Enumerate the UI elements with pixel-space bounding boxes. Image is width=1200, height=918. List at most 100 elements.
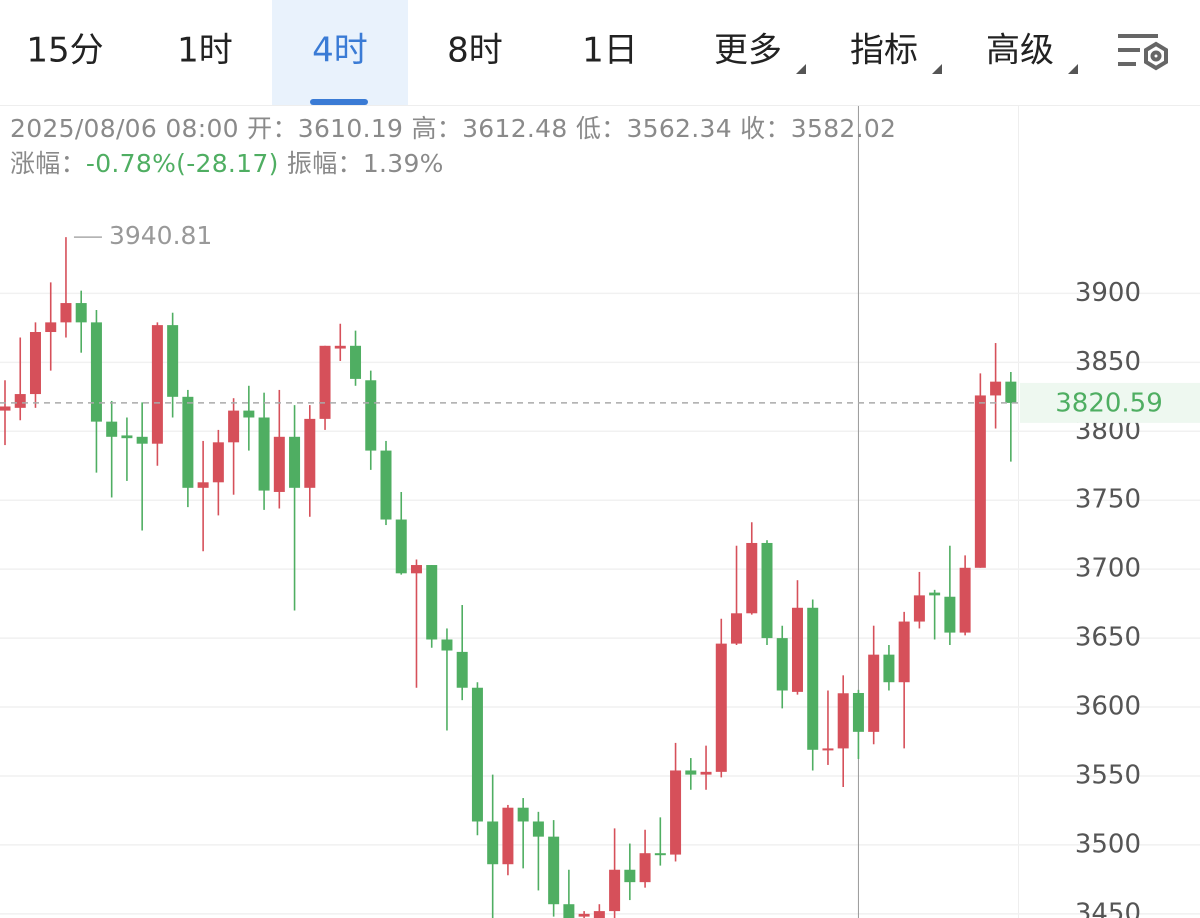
candle-body [1005, 381, 1017, 403]
timeframe-tab[interactable]: 指标 [850, 31, 918, 71]
change-info: 涨幅：-0.78%(-28.17) 振幅：1.39% [10, 144, 444, 180]
timeframe-tab[interactable]: 8时 [447, 31, 503, 71]
candle-body [75, 303, 87, 323]
candle-body [532, 821, 544, 837]
candle-body [624, 869, 636, 883]
candle-body [90, 322, 102, 422]
candle-body [715, 643, 727, 772]
candle-body [167, 325, 179, 397]
candle-body [990, 381, 1002, 396]
candle-body [29, 332, 41, 395]
candle-body [212, 442, 224, 483]
candle-body [304, 418, 316, 488]
candle-body [487, 821, 499, 865]
candle-body [807, 607, 819, 750]
candle-body [654, 853, 666, 856]
timeframe-tab[interactable]: 4时 [312, 31, 368, 71]
candle-body [121, 435, 133, 439]
candle-body [319, 345, 331, 419]
close-value: 3582.02 [790, 114, 897, 143]
candle-body [685, 770, 697, 775]
candle-body [868, 654, 880, 732]
candle-body [228, 410, 240, 443]
candle-body [898, 621, 910, 683]
candle-body [0, 406, 11, 411]
y-tick-label: 3900 [1075, 278, 1141, 308]
candle-body [761, 542, 773, 639]
amplitude-value: 1.39% [362, 149, 444, 178]
datetime: 2025/08/06 08:00 [10, 114, 239, 143]
low-label: 低： [575, 114, 627, 143]
candle-body [913, 595, 925, 622]
candle-body [136, 436, 148, 444]
candle-body [822, 748, 834, 751]
candles [0, 237, 1017, 918]
dropdown-arrow [932, 64, 942, 74]
candle-body [365, 380, 377, 451]
candle-body [517, 807, 529, 822]
ohlc-info: 2025/08/06 08:00 开：3610.19 高：3612.48 低：3… [10, 109, 896, 145]
candle-body [334, 345, 346, 349]
y-tick-label: 3650 [1075, 623, 1141, 653]
timeframe-tab[interactable]: 高级 [986, 31, 1054, 71]
timeframe-tab[interactable]: 15分 [26, 31, 103, 71]
candle-body [45, 322, 57, 333]
candle-body [609, 869, 621, 912]
candle-body [289, 436, 301, 488]
grid [0, 106, 1200, 918]
candle-body [182, 396, 194, 488]
y-tick-label: 3600 [1075, 692, 1141, 722]
y-tick-label: 3750 [1075, 485, 1141, 515]
candle-body [471, 687, 483, 822]
last-price-bg [1020, 382, 1200, 423]
selected-tab-bg [272, 0, 408, 105]
low-value: 3562.34 [626, 114, 732, 143]
candle-body [959, 567, 971, 633]
dropdown-arrow [796, 64, 806, 74]
change-label: 涨幅： [10, 149, 86, 178]
candle-body [258, 417, 270, 491]
candle-body [426, 565, 438, 640]
candle-body [883, 654, 895, 683]
timeframe-tab[interactable]: 1日 [582, 31, 638, 71]
candle-body [944, 596, 956, 633]
candle-body [456, 651, 468, 688]
candle-body [14, 394, 26, 408]
last-price-label: 3820.59 [1055, 388, 1163, 418]
candle-body [273, 436, 285, 492]
y-tick-label: 3700 [1075, 554, 1141, 584]
settings-icon[interactable] [1118, 34, 1168, 71]
candle-body [197, 482, 209, 488]
candle-body [670, 770, 682, 855]
amplitude-label: 振幅： [286, 149, 363, 178]
timeframe-tab[interactable]: 1时 [177, 31, 233, 71]
candle-body [441, 639, 453, 651]
open-value: 3610.19 [297, 114, 404, 143]
high-value: 3612.48 [462, 114, 568, 143]
y-tick-label: 3550 [1075, 760, 1141, 790]
candle-body [60, 303, 72, 323]
y-tick-label: 3450 [1075, 898, 1141, 918]
candle-body [548, 836, 560, 905]
candle-body [837, 693, 849, 749]
candle-body [578, 913, 590, 917]
timeframe-tab[interactable]: 更多 [714, 31, 782, 71]
selected-tab-indicator [310, 99, 368, 105]
candle-body [746, 542, 758, 614]
dropdown-arrow [1068, 64, 1078, 74]
candle-body [410, 565, 422, 574]
candle-body [151, 325, 163, 444]
candle-body [700, 771, 712, 775]
close-label: 收： [740, 114, 791, 143]
candle-body [639, 853, 651, 883]
open-label: 开： [247, 114, 298, 143]
candle-body [776, 638, 788, 691]
high-label: 高： [411, 114, 463, 143]
candle-body [563, 904, 575, 918]
candle-body [380, 450, 392, 520]
candle-body [852, 692, 864, 732]
candle-body [731, 613, 743, 644]
candle-body [395, 519, 407, 574]
